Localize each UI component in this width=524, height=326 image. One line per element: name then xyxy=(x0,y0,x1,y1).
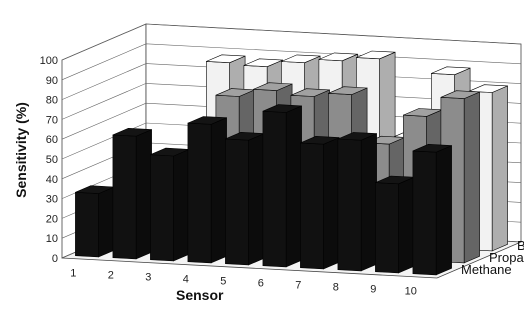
x-axis-title: Sensor xyxy=(176,287,224,303)
bar-side xyxy=(210,117,227,264)
bar-methane-8 xyxy=(337,132,377,272)
bar-side xyxy=(248,133,265,266)
bar-front xyxy=(225,138,249,266)
bar-top xyxy=(253,82,293,91)
bar-side xyxy=(463,91,480,264)
bar-side xyxy=(435,145,452,276)
bar-front xyxy=(337,138,362,272)
bar-side xyxy=(285,105,302,268)
y-tick-label: 100 xyxy=(40,55,58,67)
y-tick-label: 80 xyxy=(46,95,58,107)
bar-front xyxy=(300,142,325,270)
bar-top xyxy=(112,127,152,137)
bar-top xyxy=(440,90,480,99)
y-tick-label: 30 xyxy=(46,194,58,206)
bar-front xyxy=(150,154,174,262)
bar-top xyxy=(243,58,283,68)
bar-methane-1 xyxy=(75,185,115,258)
bar-side xyxy=(135,129,152,260)
bar-front xyxy=(112,134,137,260)
bar-methane-4 xyxy=(187,116,227,264)
bar-top xyxy=(300,135,340,145)
bar-top xyxy=(206,54,246,64)
x-tick-label: 7 xyxy=(295,280,301,292)
x-tick-label: 3 xyxy=(145,272,151,284)
bar-top xyxy=(412,143,452,153)
bar-top xyxy=(328,86,368,95)
x-tick-label: 4 xyxy=(183,274,189,286)
bar-front xyxy=(375,182,400,274)
bar-side xyxy=(323,137,340,270)
bar-front xyxy=(262,110,287,268)
gridline xyxy=(61,43,522,81)
bar-top xyxy=(356,50,396,60)
y-tick-label: 10 xyxy=(46,233,58,245)
gridline xyxy=(61,83,522,120)
bar-top xyxy=(318,52,358,62)
bar-methane-7 xyxy=(300,135,340,270)
bar-top xyxy=(337,132,377,141)
bar-methane-6 xyxy=(262,104,302,268)
series-label-butane: Butane xyxy=(517,238,524,253)
x-tick-label: 2 xyxy=(108,270,114,282)
bar-side xyxy=(360,133,377,272)
bar-top xyxy=(431,66,471,76)
chart-bars xyxy=(75,50,508,276)
bar-top xyxy=(262,104,302,113)
y-tick-label: 50 xyxy=(46,154,58,166)
bar-methane-2 xyxy=(112,127,152,260)
bar-methane-3 xyxy=(150,147,190,262)
gridline xyxy=(61,102,522,140)
x-tick-label: 5 xyxy=(220,276,226,288)
y-tick-label: 0 xyxy=(52,253,58,265)
bar-side xyxy=(173,148,190,262)
gridline xyxy=(61,23,522,61)
bar-front xyxy=(412,150,437,276)
y-tick-label: 60 xyxy=(46,134,58,146)
bar-methane-10 xyxy=(412,143,452,276)
bar-top xyxy=(281,54,321,64)
bar-side xyxy=(398,176,415,274)
bar-top xyxy=(187,116,227,125)
bar-side xyxy=(98,186,115,258)
y-tick-label: 90 xyxy=(46,75,58,87)
series-label-methane: Methane xyxy=(461,262,512,277)
y-tick-label: 70 xyxy=(46,114,58,126)
chart-labels: 0 10 20 30 40 50 60 70 80 90 100 1 2 3 4 5 6 7 8 9 10 Methane… xyxy=(40,55,524,298)
x-tick-label: 8 xyxy=(333,282,339,294)
bar-front xyxy=(187,122,212,264)
y-tick-label: 20 xyxy=(46,213,58,225)
x-tick-label: 9 xyxy=(370,284,376,296)
x-tick-label: 1 xyxy=(70,268,76,280)
bar-front xyxy=(75,191,99,258)
bar-methane-5 xyxy=(225,131,265,266)
y-tick-label: 40 xyxy=(46,174,58,186)
x-tick-label: 6 xyxy=(258,278,264,290)
bar-top xyxy=(468,84,508,93)
gridline xyxy=(61,63,522,100)
bar-side xyxy=(491,85,508,252)
x-tick-label: 10 xyxy=(405,286,417,298)
y-axis-title: Sensitivity (%) xyxy=(13,102,29,198)
bar-methane-9 xyxy=(375,175,415,274)
series-label-propane: Propane xyxy=(489,250,524,265)
bar-top xyxy=(290,88,330,97)
